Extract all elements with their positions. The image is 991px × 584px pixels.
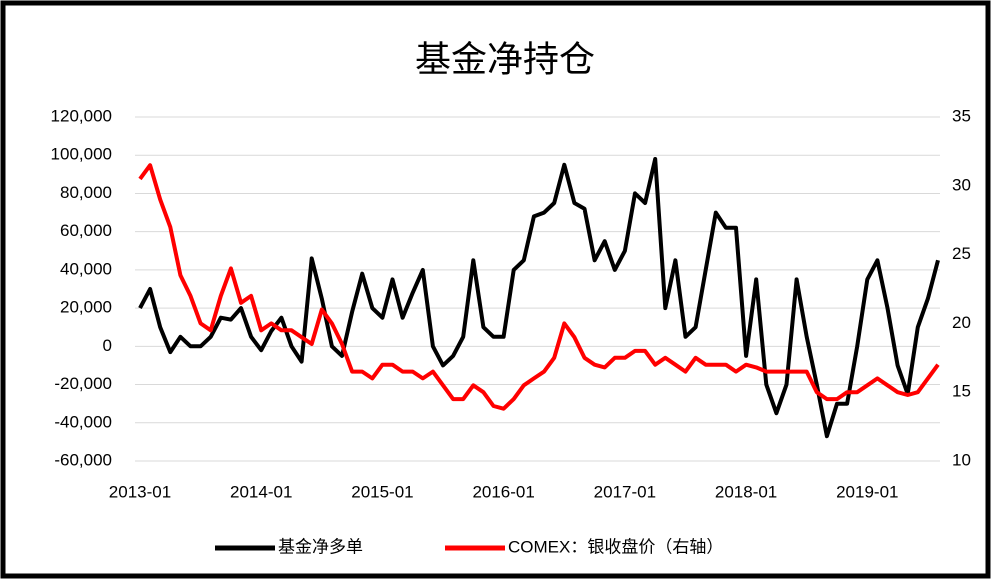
y2-tick-label: 25 <box>952 244 971 263</box>
series-line <box>138 157 940 439</box>
y2-tick-label: 30 <box>952 175 971 194</box>
y-tick-label: -60,000 <box>54 450 112 469</box>
y-tick-label: 20,000 <box>60 298 112 317</box>
x-tick-label: 2017-01 <box>594 482 656 501</box>
y-tick-label: 60,000 <box>60 221 112 240</box>
x-tick-label: 2019-01 <box>836 482 898 501</box>
y-tick-label: 40,000 <box>60 259 112 278</box>
y-tick-label: -20,000 <box>54 374 112 393</box>
x-tick-label: 2014-01 <box>230 482 292 501</box>
y2-tick-label: 15 <box>952 382 971 401</box>
y-tick-label: 80,000 <box>60 183 112 202</box>
y-tick-label: 0 <box>103 336 112 355</box>
y-tick-label: 120,000 <box>51 106 112 125</box>
legend-label: COMEX：银收盘价（右轴） <box>508 537 723 556</box>
y2-tick-label: 10 <box>952 450 971 469</box>
x-tick-label: 2016-01 <box>472 482 534 501</box>
series-line <box>138 163 940 411</box>
x-tick-label: 2013-01 <box>109 482 171 501</box>
y2-tick-label: 20 <box>952 313 971 332</box>
chart-title: 基金净持仓 <box>415 39 595 80</box>
x-tick-label: 2015-01 <box>351 482 413 501</box>
y-tick-label: -40,000 <box>54 412 112 431</box>
y-tick-label: 100,000 <box>51 145 112 164</box>
y2-tick-label: 35 <box>952 106 971 125</box>
legend-label: 基金净多单 <box>278 537 363 556</box>
x-tick-label: 2018-01 <box>715 482 777 501</box>
